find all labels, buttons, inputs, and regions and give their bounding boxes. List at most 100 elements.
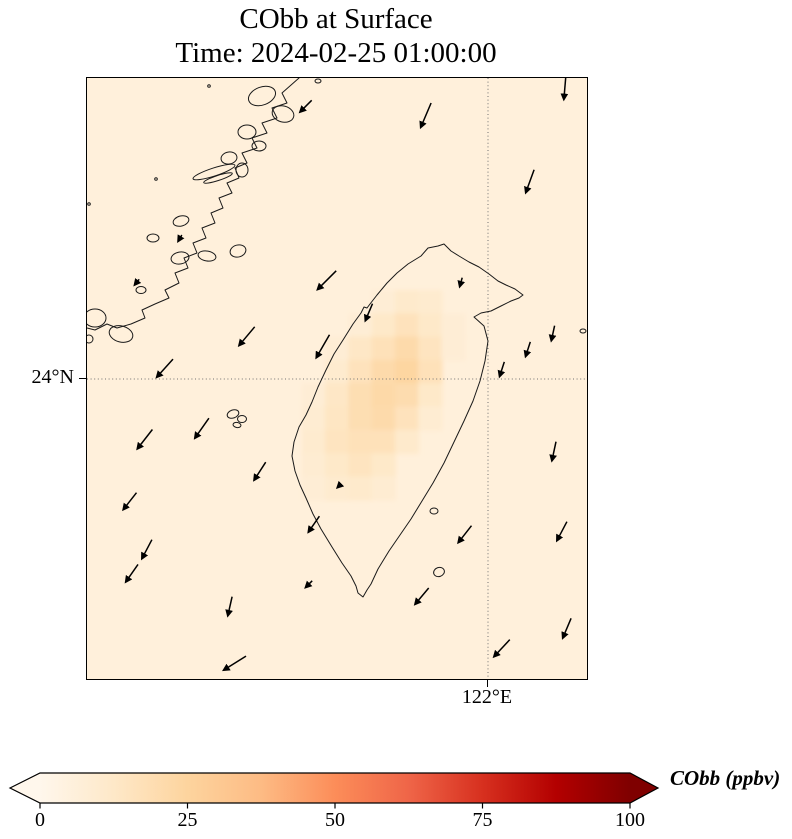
colorbar: 0 25 50 75 100 [8, 772, 660, 831]
coastlines [87, 78, 587, 598]
plume-cell [348, 453, 373, 478]
wind-arrow [561, 618, 572, 640]
plume-cell [371, 290, 396, 315]
wind-arrow [560, 78, 569, 102]
wind-arrow [413, 587, 430, 606]
plume-cell [441, 336, 466, 361]
plume-cell [301, 383, 326, 408]
plume-cell [418, 383, 443, 408]
wind-arrow [155, 358, 174, 379]
wind-arrow [141, 539, 153, 561]
wind-arrow [193, 417, 210, 440]
colorbar-tick-label: 75 [473, 809, 493, 831]
plume-cell [371, 406, 396, 431]
plume-cell [325, 383, 350, 408]
plume-cell [371, 429, 396, 455]
island-penghu [237, 415, 247, 423]
wind-arrow [548, 325, 557, 343]
wind-arrow [122, 492, 138, 512]
map-canvas [87, 78, 587, 679]
chart-subtitle: Time: 2024-02-25 01:00:00 [175, 37, 497, 69]
colorbar-tick-label: 50 [325, 809, 345, 831]
plume-cell [325, 359, 350, 385]
map-axes [86, 77, 588, 680]
plume-cell [418, 290, 443, 315]
wind-arrow [253, 461, 267, 482]
plume-cell [371, 476, 396, 501]
plume-cell [301, 453, 326, 478]
wind-arrow [177, 234, 185, 244]
plume-cell [394, 429, 420, 455]
wind-arrow [419, 102, 432, 130]
wind-arrow [457, 277, 466, 289]
colorbar-tick-label: 25 [178, 809, 198, 831]
wind-arrow [556, 521, 568, 543]
island-penghu [226, 409, 240, 419]
plume-cell [371, 383, 396, 408]
lat-tick-mark [79, 377, 86, 379]
colorbar-ticks: 0 25 50 75 100 [35, 803, 645, 831]
island-green-island [429, 507, 439, 515]
plume-cell [441, 313, 466, 338]
plume-cell [394, 290, 420, 315]
plume-cell [348, 359, 373, 385]
wind-arrow [523, 341, 532, 359]
wind-arrow [457, 525, 473, 545]
lon-tick-label: 122°E [461, 686, 513, 708]
plume-cell [348, 406, 373, 431]
colorbar-tick-label: 100 [615, 809, 645, 831]
chart-title: CObb at Surface [239, 3, 433, 35]
wind-arrow [136, 429, 153, 451]
wind-arrow [225, 596, 233, 618]
island-orchid-island [433, 566, 445, 578]
lat-tick-label: 24°N [31, 366, 74, 388]
wind-arrow [124, 563, 139, 584]
plume-cell [371, 453, 396, 478]
islands [87, 78, 587, 578]
plume-cell [394, 383, 420, 408]
graticule [87, 78, 587, 679]
plume-cell [348, 336, 373, 361]
wind-arrow [133, 278, 142, 287]
plume-cell [371, 313, 396, 338]
plume-cell [348, 476, 373, 501]
wind-arrow [304, 580, 313, 589]
lon-tick-mark [486, 679, 488, 687]
wind-arrow [492, 639, 511, 659]
plume-cell [371, 359, 396, 385]
plume-cell [394, 406, 420, 431]
wind-arrow [335, 480, 345, 490]
wind-arrow [222, 655, 247, 672]
concentration-plume [301, 290, 466, 501]
island-penghu [232, 421, 242, 429]
wind-arrow [524, 169, 535, 195]
plume-cell [325, 476, 350, 501]
plume-cell [418, 313, 443, 338]
plume-cell [348, 383, 373, 408]
plume-cell [394, 313, 420, 338]
plume-cell [301, 429, 326, 455]
plume-cell [325, 453, 350, 478]
wind-arrow [364, 303, 374, 323]
coastline-mainland-china [87, 78, 300, 331]
colorbar-label: CObb (ppbv) [670, 766, 781, 790]
colorbar-tick-label: 0 [35, 809, 45, 831]
plume-cell [394, 359, 420, 385]
wind-arrow [316, 270, 337, 291]
plume-cell [418, 359, 443, 385]
wind-arrow [307, 515, 321, 534]
coastline-taiwan [291, 243, 524, 598]
plume-cell [325, 406, 350, 431]
wind-quiver [122, 78, 572, 672]
plume-cell [371, 336, 396, 361]
plume-cell [325, 429, 350, 455]
wind-arrow [497, 361, 506, 379]
plume-cell [394, 336, 420, 361]
wind-arrow [315, 334, 331, 360]
wind-arrow [549, 441, 557, 463]
plume-cell [418, 406, 443, 431]
plume-cell [348, 429, 373, 455]
wind-arrow [298, 99, 313, 114]
colorbar-bar [8, 772, 660, 804]
